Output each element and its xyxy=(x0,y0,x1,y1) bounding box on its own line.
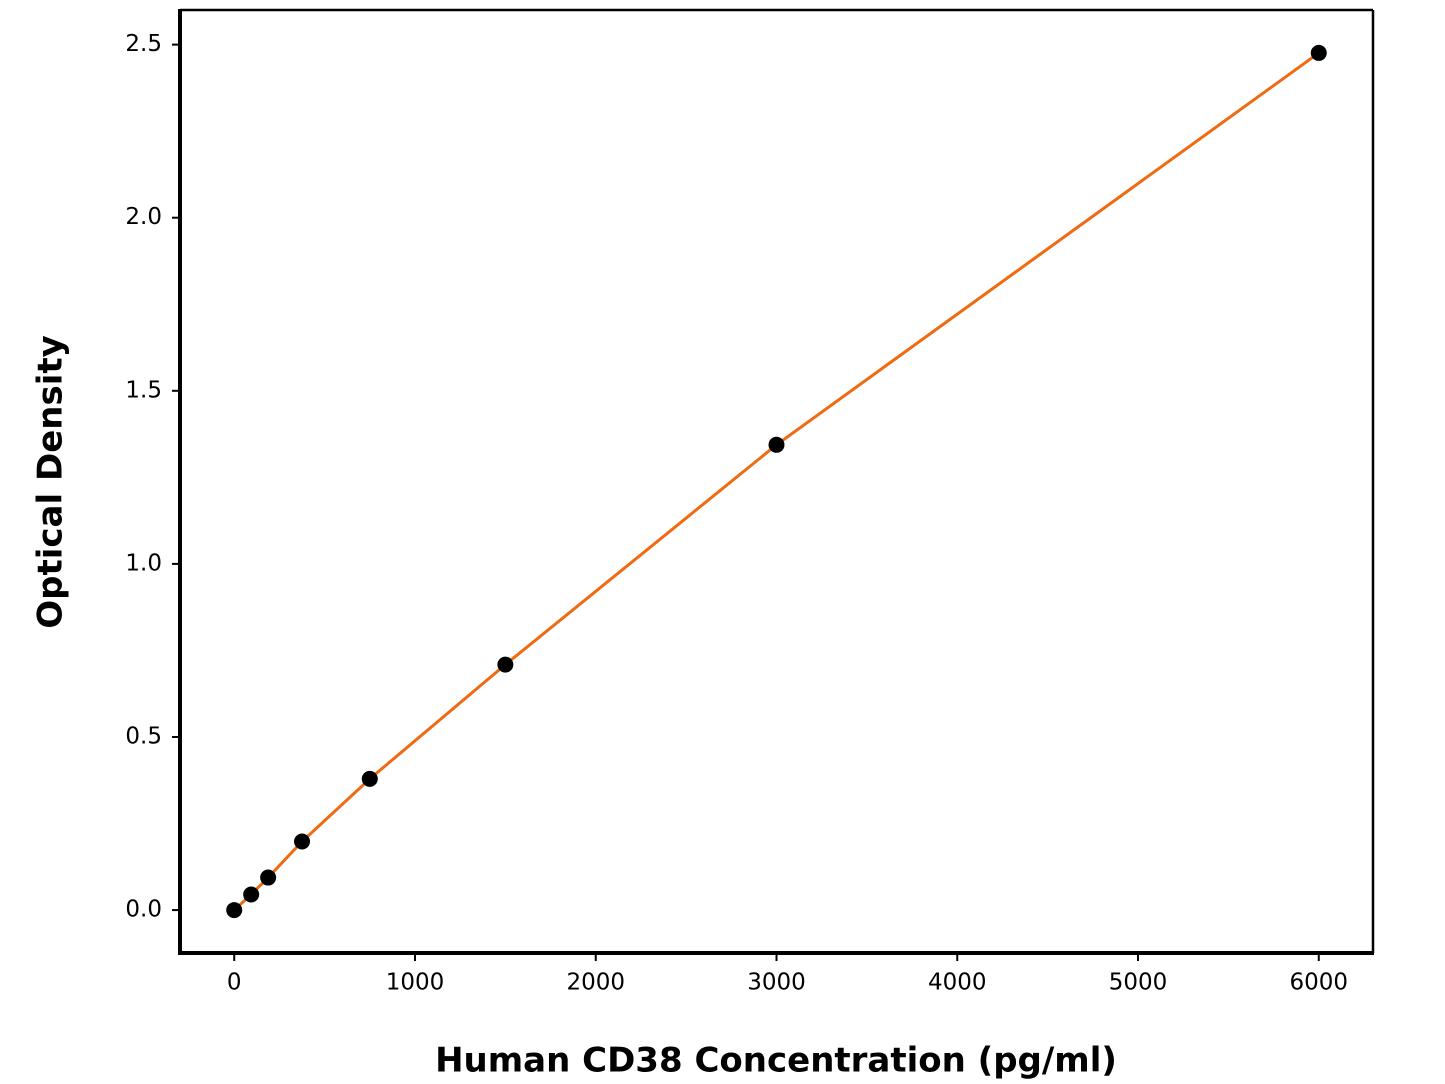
fit-line xyxy=(233,51,1320,912)
y-axis-label: Optical Density xyxy=(31,335,71,629)
y-tick-label: 2.0 xyxy=(125,204,162,230)
data-point xyxy=(243,886,260,903)
y-tick-label: 1.5 xyxy=(125,377,162,403)
data-point xyxy=(1310,44,1327,61)
data-point xyxy=(497,656,514,673)
y-tick-label: 0.0 xyxy=(125,897,162,923)
x-tick-label: 3000 xyxy=(747,970,806,996)
x-tick-label: 5000 xyxy=(1109,970,1168,996)
x-axis-label: Human CD38 Concentration (pg/ml) xyxy=(435,1041,1117,1081)
x-tick-label: 6000 xyxy=(1289,970,1348,996)
x-tick-label: 1000 xyxy=(386,970,445,996)
y-tick-label: 0.5 xyxy=(125,723,162,749)
y-tick-label: 1.0 xyxy=(125,550,162,576)
data-point xyxy=(361,770,378,787)
x-tick-label: 2000 xyxy=(566,970,625,996)
data-point xyxy=(260,869,277,886)
data-point xyxy=(768,436,785,453)
x-tick-label: 0 xyxy=(227,970,242,996)
data-point xyxy=(226,902,243,919)
data-point xyxy=(294,833,311,850)
y-tick-label: 2.5 xyxy=(125,31,162,57)
x-tick-label: 4000 xyxy=(928,970,987,996)
